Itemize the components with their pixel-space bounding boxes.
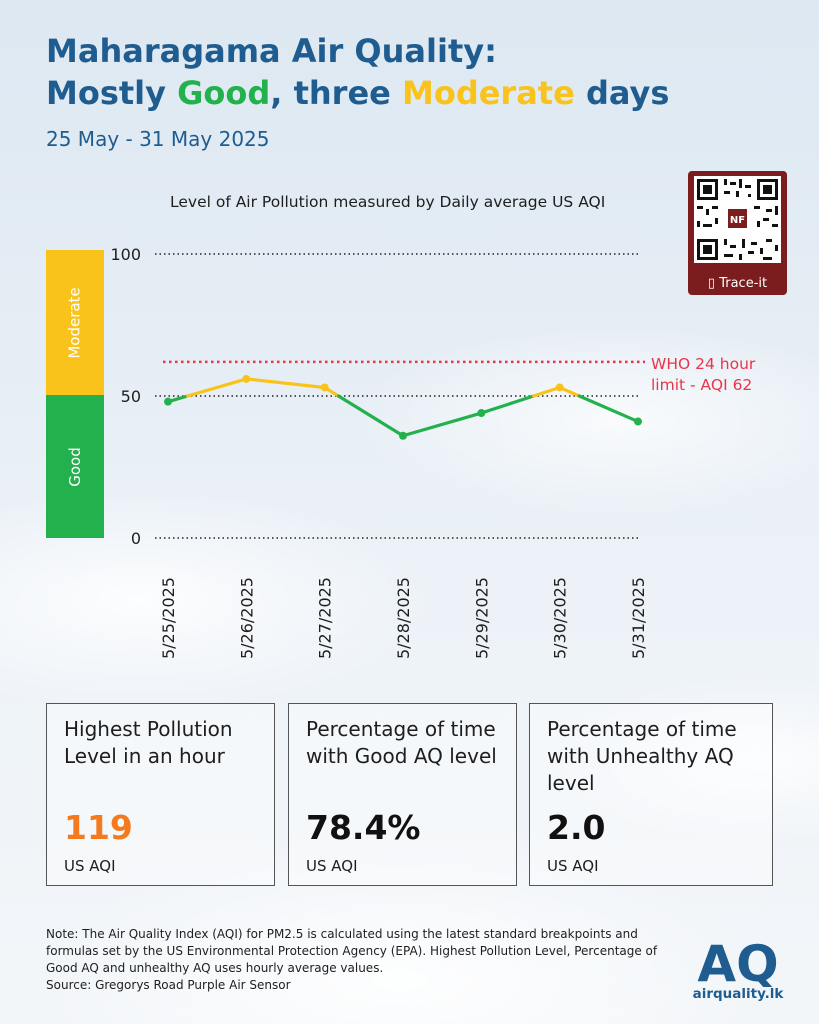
y-tick-label: 0 [131, 529, 141, 548]
date-range: 25 May - 31 May 2025 [46, 127, 270, 151]
title-mid: , three [270, 74, 402, 112]
who-limit-label: WHO 24 hour [651, 355, 756, 373]
series-line-segment [479, 394, 536, 415]
stat-unit: US AQI [306, 857, 358, 875]
data-point [634, 417, 642, 426]
footnote: Note: The Air Quality Index (AQI) for PM… [46, 926, 666, 994]
title-good-word: Good [177, 74, 271, 112]
source-note: Source: Gregorys Road Purple Air Sensor [46, 978, 291, 992]
page-title: Maharagama Air Quality: Mostly Good, thr… [46, 30, 686, 114]
stat-card-unhealthy-percentage: Percentage of time with Unhealthy AQ lev… [529, 703, 773, 886]
y-tick-label: 100 [110, 245, 141, 264]
stat-unit: US AQI [64, 857, 116, 875]
site-name: airquality.lk [692, 986, 784, 1002]
title-pre: Mostly [46, 74, 178, 112]
data-point [164, 397, 172, 406]
x-tick-label: 5/28/2025 [394, 577, 413, 659]
band-good: Good [46, 395, 104, 538]
series-line-segment [401, 411, 483, 438]
x-tick-label: 5/25/2025 [159, 577, 178, 659]
title-post: days [574, 74, 670, 112]
stat-value: 78.4% [306, 808, 421, 847]
series-line-segment [185, 377, 248, 398]
data-point [555, 383, 564, 392]
x-tick-label: 5/30/2025 [551, 577, 570, 659]
methodology-note: Note: The Air Quality Index (AQI) for PM… [46, 927, 658, 975]
series-line-segment [336, 394, 405, 438]
chart-title: Level of Air Pollution measured by Daily… [170, 193, 606, 211]
stat-title: Percentage of time with Unhealthy AQ lev… [547, 717, 737, 795]
stat-card-good-percentage: Percentage of time with Good AQ level 78… [288, 703, 517, 886]
stat-unit: US AQI [547, 857, 599, 875]
x-tick-label: 5/31/2025 [629, 577, 648, 659]
trace-it-text[interactable]: Trace-it [719, 276, 768, 291]
who-limit-label: limit - AQI 62 [651, 376, 752, 394]
series-line-segment [244, 377, 327, 390]
y-tick-label: 50 [121, 387, 141, 406]
stat-value: 119 [64, 808, 133, 847]
data-point [399, 431, 407, 440]
stat-title: Percentage of time with Good AQ level [306, 717, 497, 768]
title-moderate-word: Moderate [401, 74, 575, 112]
data-point [477, 409, 486, 418]
stat-title: Highest Pollution Level in an hour [64, 717, 233, 768]
qr-code-panel[interactable]: NF ▯ Trace-it [688, 171, 787, 295]
x-tick-label: 5/27/2025 [316, 577, 335, 659]
aqi-line-chart: 0 50 100 WHO 24 hour limit - AQI 62 5/25/2025… [110, 245, 756, 659]
data-point [242, 374, 251, 383]
series-line-segment [577, 394, 640, 424]
qr-code-icon[interactable]: NF [694, 176, 781, 263]
aq-logo-icon: AQ [697, 935, 778, 993]
stat-card-highest: Highest Pollution Level in an hour 119 U… [46, 703, 275, 886]
title-line-1: Maharagama Air Quality: [46, 32, 497, 70]
series-line-segment [531, 385, 562, 398]
qr-badge-text: NF [730, 215, 745, 226]
airquality-logo: AQ airquality.lk [688, 935, 788, 1007]
logo-text: AQ [697, 935, 778, 987]
trace-it-label[interactable]: ▯ Trace-it [707, 276, 768, 291]
data-point [320, 383, 329, 392]
x-tick-label: 5/29/2025 [472, 577, 491, 659]
band-moderate: Moderate [46, 250, 104, 395]
x-tick-label: 5/26/2025 [237, 577, 256, 659]
stat-value: 2.0 [547, 808, 606, 847]
